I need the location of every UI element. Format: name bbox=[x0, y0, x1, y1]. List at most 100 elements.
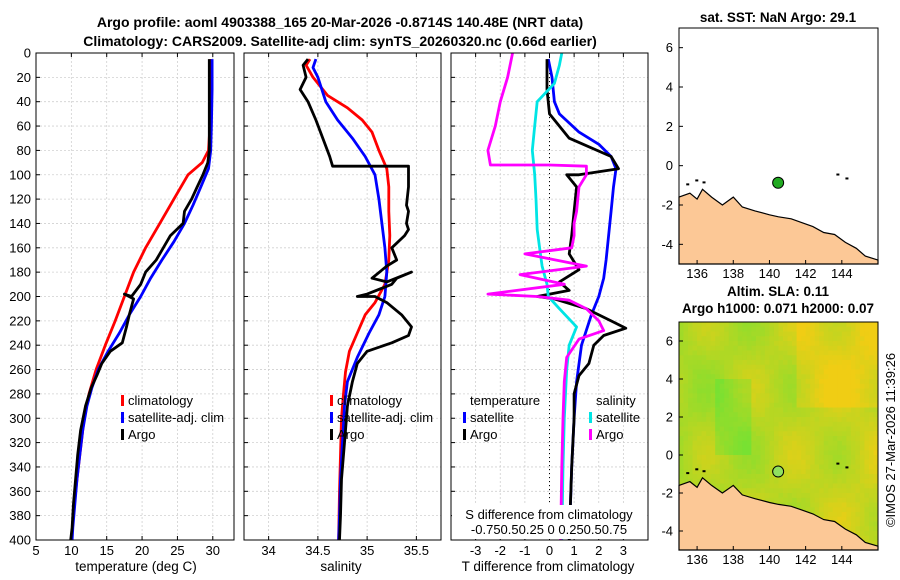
sla-cell bbox=[769, 398, 775, 404]
sla-cell bbox=[692, 421, 698, 427]
sla-cell bbox=[805, 474, 811, 480]
sla-cell bbox=[769, 331, 775, 337]
sla-cell bbox=[850, 355, 856, 361]
y-tick-label: 2 bbox=[666, 410, 673, 425]
sla-cell bbox=[737, 455, 743, 461]
sla-cell bbox=[755, 440, 761, 446]
sla-cell bbox=[832, 483, 838, 489]
sla-cell bbox=[746, 431, 752, 437]
sla-cell bbox=[819, 469, 825, 475]
sla-cell bbox=[715, 483, 721, 489]
s-axis-label-background bbox=[452, 505, 647, 539]
sla-cell bbox=[764, 436, 770, 442]
sla-cell bbox=[873, 464, 879, 470]
y-tick-label: 0 bbox=[666, 448, 673, 463]
sla-cell bbox=[805, 388, 811, 394]
sla-cell bbox=[683, 341, 689, 347]
sla-cell bbox=[855, 412, 861, 418]
legend-swatch bbox=[463, 412, 466, 423]
x-tick-label: 2 bbox=[595, 543, 602, 558]
sla-cell bbox=[792, 393, 797, 399]
sla-cell bbox=[855, 521, 861, 527]
sla-cell bbox=[819, 355, 825, 361]
sla-cell bbox=[751, 407, 757, 413]
sla-cell bbox=[778, 402, 784, 408]
sla-cell bbox=[760, 450, 766, 456]
sla-cell bbox=[737, 412, 743, 418]
sla-cell bbox=[855, 464, 861, 470]
sla-cell bbox=[742, 388, 748, 394]
sla-cell bbox=[846, 412, 852, 418]
sla-cell bbox=[864, 336, 870, 342]
sla-cell bbox=[787, 431, 793, 437]
sla-cell bbox=[828, 322, 834, 328]
sla-cell bbox=[805, 440, 811, 446]
sla-cell bbox=[837, 417, 843, 423]
sla-cell bbox=[828, 407, 834, 413]
sla-cell bbox=[778, 436, 784, 442]
sla-cell bbox=[778, 383, 784, 389]
sla-cell bbox=[742, 421, 748, 427]
sla-cell bbox=[855, 450, 861, 456]
sla-cell bbox=[710, 402, 716, 408]
sla-cell bbox=[778, 497, 784, 503]
sla-cell bbox=[805, 455, 811, 461]
sla-cell bbox=[737, 445, 743, 451]
sla-cell bbox=[864, 521, 870, 527]
sla-cell bbox=[710, 421, 716, 427]
sla-cell bbox=[710, 455, 716, 461]
sla-cell bbox=[737, 459, 743, 465]
sla-cell bbox=[868, 507, 874, 513]
sla-cell bbox=[760, 360, 766, 366]
sla-cell bbox=[846, 369, 852, 375]
sla-cell bbox=[701, 464, 707, 470]
sla-cell bbox=[787, 379, 793, 385]
sla-cell bbox=[697, 355, 703, 361]
sla-cell bbox=[805, 493, 811, 499]
sla-cell bbox=[679, 426, 684, 432]
sla-cell bbox=[769, 421, 775, 427]
sla-cell bbox=[832, 459, 838, 465]
sla-cell bbox=[792, 336, 797, 342]
sla-cell bbox=[796, 440, 802, 446]
sla-cell bbox=[697, 326, 703, 332]
sla-cell bbox=[688, 474, 693, 480]
sla-cell bbox=[796, 407, 802, 413]
sla-cell bbox=[823, 450, 829, 456]
sla-cell bbox=[688, 398, 693, 404]
sla-cell bbox=[764, 464, 770, 470]
sla-cell bbox=[706, 402, 712, 408]
sla-cell bbox=[733, 478, 739, 484]
sla-cell bbox=[706, 393, 712, 399]
sla-cell bbox=[864, 421, 870, 427]
sla-cell bbox=[679, 464, 684, 470]
sla-cell bbox=[679, 440, 684, 446]
sla-cell bbox=[706, 369, 712, 375]
sla-cell bbox=[859, 393, 865, 399]
sla-cell bbox=[792, 421, 797, 427]
sla-cell bbox=[683, 426, 689, 432]
sla-cell bbox=[787, 483, 793, 489]
sla-cell bbox=[796, 483, 802, 489]
sla-cell bbox=[778, 360, 784, 366]
sla-cell bbox=[715, 464, 721, 470]
sla-cell bbox=[751, 459, 757, 465]
sla-cell bbox=[828, 483, 834, 489]
sla-cell bbox=[755, 393, 761, 399]
sla-cell bbox=[755, 374, 761, 380]
sla-cell bbox=[855, 322, 861, 328]
sla-cell bbox=[778, 478, 784, 484]
x-tick-label: 1 bbox=[571, 543, 578, 558]
sla-cell bbox=[724, 469, 730, 475]
sla-cell bbox=[864, 450, 870, 456]
sla-cell bbox=[801, 436, 807, 442]
sla-cell bbox=[746, 469, 752, 475]
sla-cell bbox=[724, 350, 730, 356]
sla-cell bbox=[864, 360, 870, 366]
island bbox=[695, 179, 699, 182]
sla-cell bbox=[810, 360, 816, 366]
sla-cell bbox=[868, 345, 874, 351]
sla-cell bbox=[859, 331, 865, 337]
sla-cell bbox=[737, 364, 743, 370]
sla-cell bbox=[868, 469, 874, 475]
